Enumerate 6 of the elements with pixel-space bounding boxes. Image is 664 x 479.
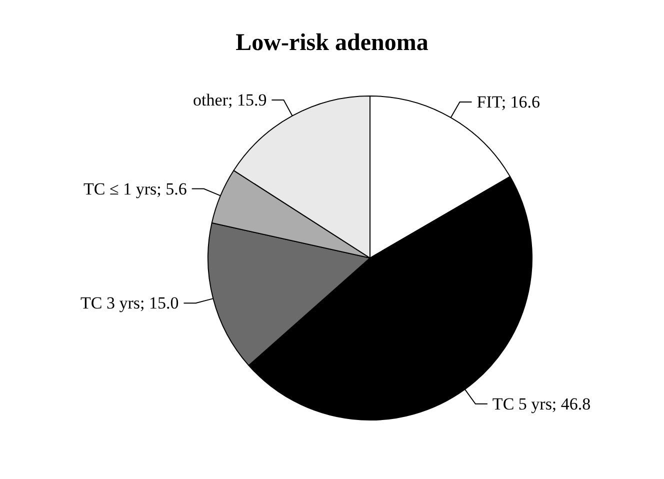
slice-label: TC 3 yrs; 15.0: [80, 294, 179, 313]
slice-label: other; 15.9: [193, 90, 267, 110]
slice-label: FIT; 16.6: [476, 92, 540, 112]
slice-label: TC ≤ 1 yrs; 5.6: [84, 179, 187, 198]
chart-title: Low-risk adenoma: [236, 30, 428, 56]
slice-label: TC 5 yrs; 46.8: [492, 394, 591, 414]
